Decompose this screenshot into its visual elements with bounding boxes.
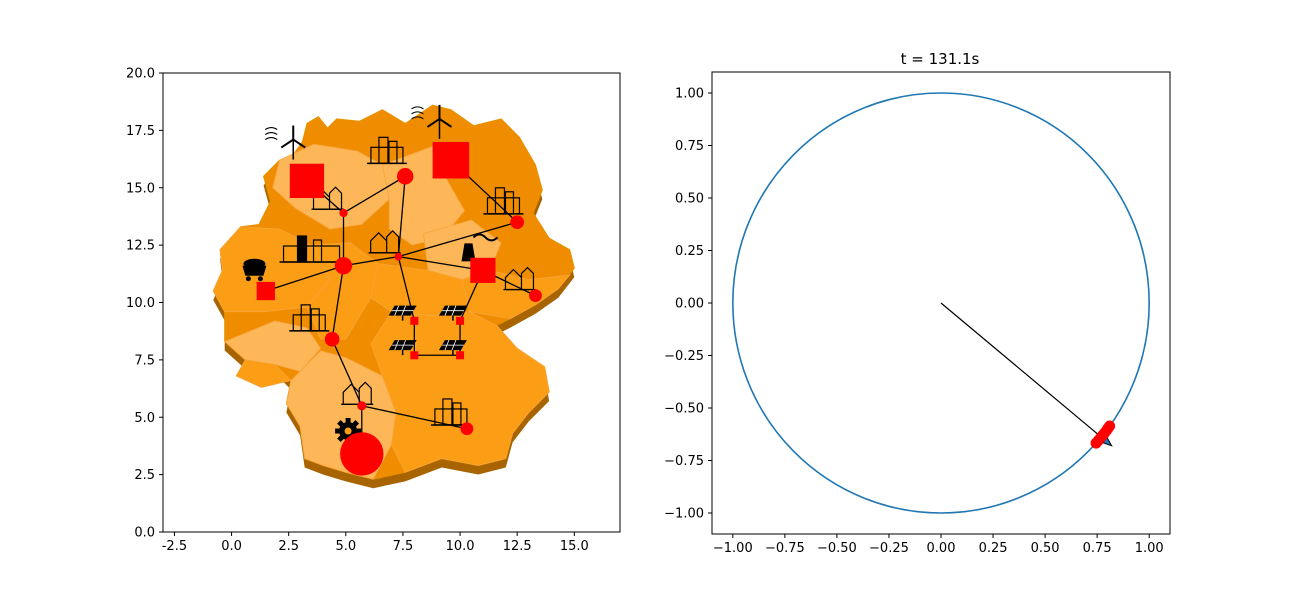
left-ytick-label: 12.5 [126,239,155,254]
phase-point-8 [1104,420,1116,432]
germany-map [212,104,575,489]
city-icon [366,136,407,165]
left-ytick-label: 17.5 [126,124,155,139]
left-x-axis: -2.5 0.0 2.5 5.0 7.5 10.0 12.5 15.0 [162,532,589,554]
node-solar-3 [410,351,419,360]
right-xtick-label: 0.50 [1031,541,1060,556]
right-xtick-label: −0.75 [765,541,805,556]
node-city-munich [460,422,474,436]
city-icon [430,398,471,426]
right-xtick-label: 1.00 [1135,541,1164,556]
coal-cart-icon [242,258,267,282]
node-wind-west [289,163,325,199]
right-ytick-label: 0.25 [675,244,704,259]
left-ytick-label: 0.0 [134,526,155,541]
solar-panel-icon [388,305,417,321]
network-nodes [256,141,542,476]
edge-town-center-nuclear-east [398,255,484,272]
left-y-axis: 0.0 2.5 5.0 7.5 10.0 12.5 15.0 17.5 20.0 [126,67,163,541]
edge-industry-ruhr-coal-west [265,265,344,292]
node-industry-ruhr [334,257,353,275]
right-xtick-label: 0.75 [1083,541,1112,556]
city-icon [483,187,524,215]
left-xtick-label: 5.0 [335,539,356,554]
right-ytick-label: 0.75 [675,139,704,154]
right-xtick-label: −0.50 [817,541,857,556]
phase-arrow-shaft [940,302,1100,436]
region-saar [235,359,292,388]
left-ytick-label: 2.5 [134,468,155,483]
node-wind-north [432,141,470,179]
node-town-east [529,289,542,303]
phase-circle-panel: t = 131.1s −1.00 −0.75 −0.50 −0.25 0.00 0.25 0… [664,50,1171,556]
unit-circle-layer [732,92,1150,514]
right-ytick-label: 0.50 [675,192,704,207]
right-chart-title: t = 131.1s [901,50,980,68]
town-icon [368,229,401,254]
town-icon [503,266,536,291]
map-network-panel: -2.5 0.0 2.5 5.0 7.5 10.0 12.5 15.0 0.0 2.5 5.0 7.… [126,67,621,554]
solar-panel-icon [438,305,467,321]
left-xtick-label: -2.5 [162,539,187,554]
left-xtick-label: 15.0 [560,539,589,554]
node-town-bremen [339,208,348,218]
left-xtick-label: 10.0 [446,539,475,554]
unit-circle [732,92,1150,514]
edge-industry-ruhr-city-frankfurt [331,265,345,340]
left-ytick-label: 15.0 [126,181,155,196]
edge-city-frankfurt-town-stuttgart [331,338,363,407]
node-solar-2 [456,316,465,325]
city-icon [289,304,330,332]
right-ytick-label: −0.50 [664,402,704,417]
node-solar-1 [410,316,419,325]
power-plant-icon [461,233,499,262]
node-nuclear-east [470,257,496,283]
right-ytick-label: 0.00 [675,297,704,312]
town-icon [311,186,344,210]
right-xtick-label: −0.25 [869,541,909,556]
solar-panel-icon [438,339,467,356]
right-xtick-label: 0.25 [979,541,1008,556]
right-xtick-label: 0.00 [927,541,956,556]
wind-turbine-icon [264,125,306,160]
wind-turbine-icon [411,104,453,139]
node-coal-west [256,281,275,301]
right-ytick-label: −0.75 [664,454,704,469]
node-solar-4 [456,351,465,360]
edge-town-bremen-city-hamburg [343,175,406,214]
left-ytick-label: 10.0 [126,296,155,311]
left-ytick-label: 20.0 [126,67,155,82]
left-xtick-label: 12.5 [503,539,532,554]
node-city-hamburg [396,168,414,185]
network-edges [265,159,536,454]
right-x-axis: −1.00 −0.75 −0.50 −0.25 0.00 0.25 0.50 0.75 1.00 [713,534,1164,556]
left-ytick-label: 7.5 [134,353,155,368]
right-ytick-label: −1.00 [664,507,704,522]
node-city-frankfurt [324,331,340,347]
industry-skyline-icon [279,235,344,263]
right-ytick-label: 1.00 [675,87,704,102]
right-xtick-label: −1.00 [713,541,753,556]
right-y-axis: −1.00 −0.75 −0.50 −0.25 0.00 0.25 0.50 0.75 1.00 [664,87,712,522]
node-city-berlin [510,215,525,230]
solar-panel-icon [388,339,417,356]
left-xtick-label: 2.5 [278,539,299,554]
left-xtick-label: 0.0 [221,539,242,554]
edge-town-center-city-berlin [398,221,518,258]
left-ytick-label: 5.0 [134,411,155,426]
node-factory-south [340,432,384,476]
edge-town-center-industry-ruhr [343,255,399,267]
node-town-stuttgart [357,401,367,411]
edge-city-hamburg-town-center [397,176,406,257]
node-town-center [394,252,403,261]
right-ytick-label: −0.25 [664,349,704,364]
town-icon [341,381,374,405]
left-xtick-label: 7.5 [393,539,414,554]
